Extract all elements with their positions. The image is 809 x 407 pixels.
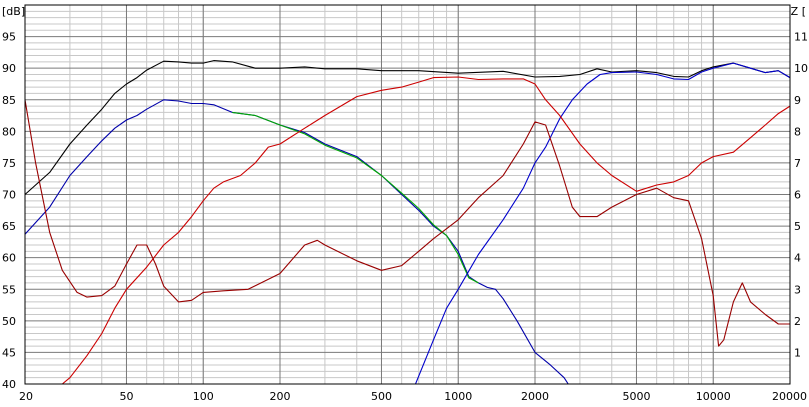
right-tick-label: 8: [794, 125, 801, 138]
x-tick-label: 20000: [772, 390, 807, 403]
left-tick-label: 85: [2, 94, 16, 107]
x-tick-label: 20: [19, 390, 33, 403]
right-tick-label: 1: [794, 346, 801, 359]
right-tick-label: 3: [794, 283, 801, 296]
right-tick-label: 6: [794, 189, 801, 202]
left-tick-label: 70: [2, 189, 16, 202]
x-tick-label: 5000: [622, 390, 650, 403]
right-tick-label: 11: [794, 31, 808, 44]
left-tick-label: 65: [2, 220, 16, 233]
left-tick-label: 45: [2, 346, 16, 359]
series-line-5: [25, 76, 791, 385]
series-line-2: [24, 99, 569, 385]
series-line-4: [414, 62, 791, 385]
left-tick-label: 50: [2, 315, 16, 328]
left-tick-label: 90: [2, 62, 16, 75]
left-tick-label: 95: [2, 31, 16, 44]
series-line-1: [24, 60, 791, 195]
right-axis-unit-label: Z [: [791, 5, 806, 18]
x-tick-label: 500: [371, 390, 392, 403]
series-line-3: [232, 111, 479, 284]
series-layer: [24, 60, 791, 385]
right-tick-label: 10: [794, 62, 808, 75]
right-tick-label: 2: [794, 315, 801, 328]
x-tick-label: 100: [193, 390, 214, 403]
right-tick-label: 9: [794, 94, 801, 107]
plot-frame: [24, 4, 791, 385]
right-tick-label: 5: [794, 220, 801, 233]
x-tick-label: 10000: [696, 390, 731, 403]
left-tick-label: 75: [2, 157, 16, 170]
left-axis-unit-label: [dB]: [2, 5, 25, 18]
left-tick-label: 40: [2, 378, 16, 391]
right-tick-label: 7: [794, 157, 801, 170]
left-tick-label: 80: [2, 125, 16, 138]
x-axis-tick-labels: 20 50 100 200 500 1000 2000 5000 10000 20000: [19, 390, 807, 403]
left-tick-label: 55: [2, 283, 16, 296]
right-tick-label: 4: [794, 252, 801, 265]
x-tick-label: 1000: [444, 390, 472, 403]
left-axis-tick-labels: 95 90 85 80 75 70 65 60 55 50 45 40: [2, 31, 16, 391]
x-tick-label: 50: [119, 390, 133, 403]
right-axis-tick-labels: 11 10 9 8 7 6 5 4 3 2 1: [794, 31, 808, 360]
x-tick-label: 200: [270, 390, 291, 403]
series-line-6: [24, 99, 790, 347]
x-tick-label: 2000: [521, 390, 549, 403]
left-tick-label: 60: [2, 252, 16, 265]
